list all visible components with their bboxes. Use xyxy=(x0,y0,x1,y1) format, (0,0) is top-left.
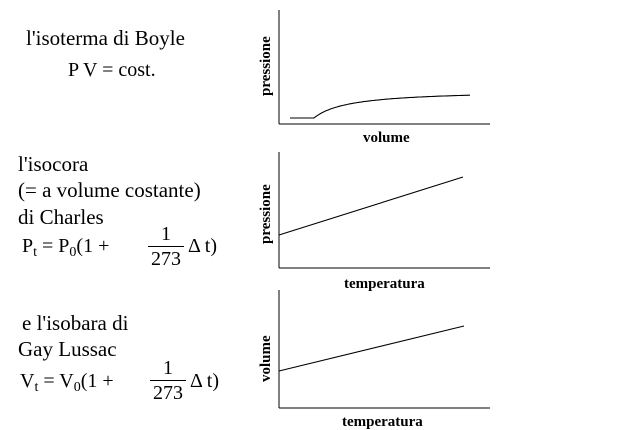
gaylussac-title-line2: Gay Lussac xyxy=(18,337,117,361)
gaylussac-eq: = xyxy=(43,370,55,392)
boyle-curve xyxy=(290,94,470,119)
gaylussac-denominator: 273 xyxy=(153,382,183,404)
charles-eq: = xyxy=(42,235,54,257)
charles-numerator: 1 xyxy=(161,223,171,245)
boyle-xlabel: volume xyxy=(363,130,410,146)
charles-title-line1: l'isocora xyxy=(18,152,89,176)
gaylussac-lhs-sub: t xyxy=(34,380,39,395)
boyle-ylabel: pressione xyxy=(258,36,274,96)
gaylussac-ylabel: volume xyxy=(258,335,274,382)
charles-title-line3: di Charles xyxy=(18,205,104,229)
gaylussac-chart: volume temperatura xyxy=(258,290,490,430)
gaylussac-line xyxy=(278,325,465,372)
charles-rhs-sub: 0 xyxy=(69,245,77,260)
gaylussac-numerator: 1 xyxy=(163,357,173,379)
boyle-formula: P V = cost. xyxy=(68,59,156,81)
charles-open: (1 + xyxy=(76,235,110,257)
gaylussac-rhs-sub: 0 xyxy=(73,380,81,395)
boyle-chart: pressione volume xyxy=(258,10,490,146)
charles-rhs: P xyxy=(58,235,70,257)
charles-xlabel: temperatura xyxy=(344,276,425,292)
charles-lhs-sub: t xyxy=(33,245,38,260)
gaylussac-formula-left: Vt = V0(1 + xyxy=(20,371,114,395)
gaylussac-open: (1 + xyxy=(80,370,114,392)
charles-formula-left: Pt = P0(1 + xyxy=(22,236,109,260)
charles-chart: pressione temperatura xyxy=(258,152,490,292)
gaylussac-formula-right: Δ t) xyxy=(190,370,219,392)
boyle-title: l'isoterma di Boyle xyxy=(26,26,185,50)
gaylussac-xlabel: temperatura xyxy=(342,414,423,430)
charles-line xyxy=(278,176,464,236)
charles-lhs: P xyxy=(22,235,34,257)
charles-denominator: 273 xyxy=(151,248,181,270)
charles-ylabel: pressione xyxy=(258,184,274,244)
charles-formula-right: Δ t) xyxy=(188,235,217,257)
charles-fraction: 1 273 xyxy=(148,224,184,269)
gaylussac-lhs: V xyxy=(20,370,35,392)
gaylussac-fraction: 1 273 xyxy=(150,358,186,403)
gaylussac-rhs: V xyxy=(59,370,74,392)
charles-title-line2: (= a volume costante) xyxy=(18,178,201,202)
gaylussac-title-line1: e l'isobara di xyxy=(22,311,129,335)
